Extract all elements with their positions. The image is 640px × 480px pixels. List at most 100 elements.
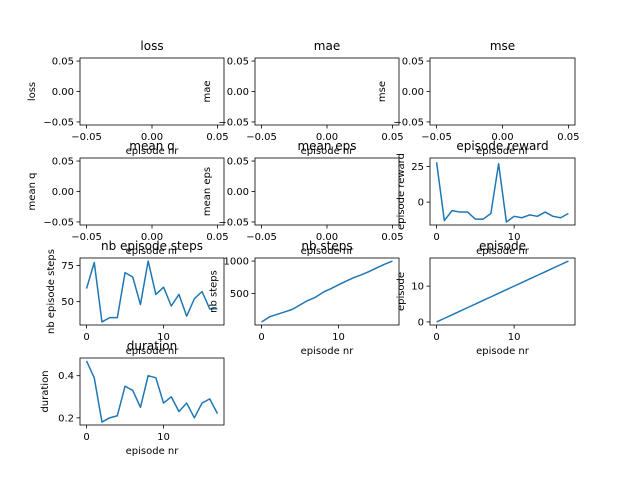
y-tick-label: 0.00: [52, 87, 74, 98]
x-tick-label: 0.00: [316, 232, 338, 243]
x-axis-label: episode nr: [126, 346, 180, 357]
subplot-title-mse: mse: [490, 39, 515, 53]
y-axis-label: episode reward: [396, 153, 407, 230]
x-tick-label: 10: [157, 432, 170, 443]
y-tick-label: 0.05: [52, 157, 74, 168]
y-tick-label: 0.2: [58, 413, 74, 424]
y-axis-label: mean q: [27, 173, 38, 211]
y-axis-label: nb steps: [208, 270, 219, 313]
subplot-title-nb-episode-steps: nb episode steps: [101, 239, 203, 253]
subplot-loss: −0.05 0.00 0.05 −0.05 0.00 0.05 loss episode nr…: [27, 39, 229, 157]
y-tick-label: 25: [411, 162, 424, 173]
x-tick-label: 0: [258, 332, 264, 343]
axes-frame-episode-reward: [429, 157, 576, 226]
series-line-episode-reward: [435, 162, 569, 223]
x-axis-label: episode nr: [476, 346, 530, 357]
y-axis-label: mse: [377, 81, 388, 102]
x-tick-label: 0.00: [141, 132, 163, 143]
y-tick-label: 500: [230, 289, 249, 300]
series-line-nb-episode-steps: [85, 260, 218, 323]
axes-frame-duration: [79, 357, 225, 426]
axes-frame-episode: [429, 257, 576, 326]
x-axis-label: episode nr: [126, 246, 180, 257]
y-tick-label: 0.00: [402, 87, 424, 98]
y-tick-label: 0.05: [402, 57, 424, 68]
y-tick-label: 0.05: [52, 57, 74, 68]
series-line-duration: [85, 360, 219, 423]
subplot-title-duration: duration: [127, 339, 178, 353]
x-tick-label: 0.05: [206, 232, 228, 243]
y-tick-label: 0.00: [52, 187, 74, 198]
x-tick-label: 0.05: [381, 232, 403, 243]
x-tick-label: 10: [508, 232, 521, 243]
y-tick-label: 0.00: [227, 187, 249, 198]
y-tick-label: 0.05: [227, 157, 249, 168]
y-tick-label: 0: [418, 317, 424, 328]
y-tick-label: −0.05: [218, 217, 249, 228]
x-tick-label: −0.05: [71, 132, 102, 143]
x-axis-label: episode nr: [126, 446, 180, 457]
series-line-nb-steps: [261, 260, 393, 323]
x-tick-label: 0.00: [141, 232, 163, 243]
y-tick-label: 75: [61, 261, 74, 272]
x-tick-label: 0: [83, 432, 89, 443]
y-axis-label: loss: [27, 82, 38, 101]
x-tick-label: 0: [433, 232, 439, 243]
x-axis-label: episode nr: [301, 246, 355, 257]
x-tick-label: 0.05: [206, 132, 228, 143]
y-tick-label: 1000: [224, 257, 249, 268]
x-tick-label: −0.05: [246, 232, 277, 243]
x-tick-label: −0.05: [246, 132, 277, 143]
y-axis-label: mean eps: [202, 167, 213, 216]
y-axis-label: mae: [202, 80, 213, 102]
y-tick-label: −0.05: [43, 117, 74, 128]
x-axis-label: episode nr: [476, 246, 530, 257]
subplot-title-mean-q: mean q: [129, 139, 174, 153]
x-tick-label: −0.05: [71, 232, 102, 243]
y-axis-label: nb episode steps: [46, 249, 57, 334]
x-tick-label: 10: [508, 332, 521, 343]
y-tick-label: −0.05: [43, 217, 74, 228]
y-tick-label: 0.00: [227, 87, 249, 98]
x-tick-label: 0: [83, 332, 89, 343]
x-tick-label: 0.05: [381, 132, 403, 143]
subplot-title-episode-reward: episode reward: [456, 139, 548, 153]
y-tick-label: 50: [61, 297, 74, 308]
subplot-title-nb-steps: nb steps: [301, 239, 352, 253]
y-axis-label: episode: [396, 272, 407, 311]
x-tick-label: 0: [433, 332, 439, 343]
subplot-mse: −0.05 0.00 0.05 −0.05 0.00 0.05 mse episode nr m…: [377, 39, 580, 157]
x-axis-label: episode nr: [126, 146, 180, 157]
x-tick-label: 0.00: [491, 132, 513, 143]
y-tick-label: −0.05: [218, 117, 249, 128]
subplot-title-loss: loss: [140, 39, 163, 53]
y-tick-label: 0: [418, 198, 424, 209]
subplot-title-mae: mae: [314, 39, 340, 53]
x-tick-label: 0.00: [316, 132, 338, 143]
y-tick-label: −0.05: [393, 117, 424, 128]
y-tick-label: 0.05: [227, 57, 249, 68]
subplot-title-episode: episode: [479, 239, 526, 253]
y-tick-label: 10: [411, 282, 424, 293]
x-tick-label: 10: [332, 332, 345, 343]
axes-frame-nb-episode-steps: [79, 257, 225, 326]
x-axis-label: episode nr: [301, 146, 355, 157]
x-axis-label: episode nr: [301, 346, 355, 357]
series-line-episode: [436, 260, 569, 323]
x-axis-label: episode nr: [476, 146, 530, 157]
subplot-title-mean-eps: mean eps: [297, 139, 356, 153]
y-tick-label: 0.4: [58, 371, 74, 382]
axes-frame-nb-steps: [254, 257, 400, 326]
x-tick-label: 0.05: [557, 132, 579, 143]
x-tick-label: −0.05: [421, 132, 452, 143]
